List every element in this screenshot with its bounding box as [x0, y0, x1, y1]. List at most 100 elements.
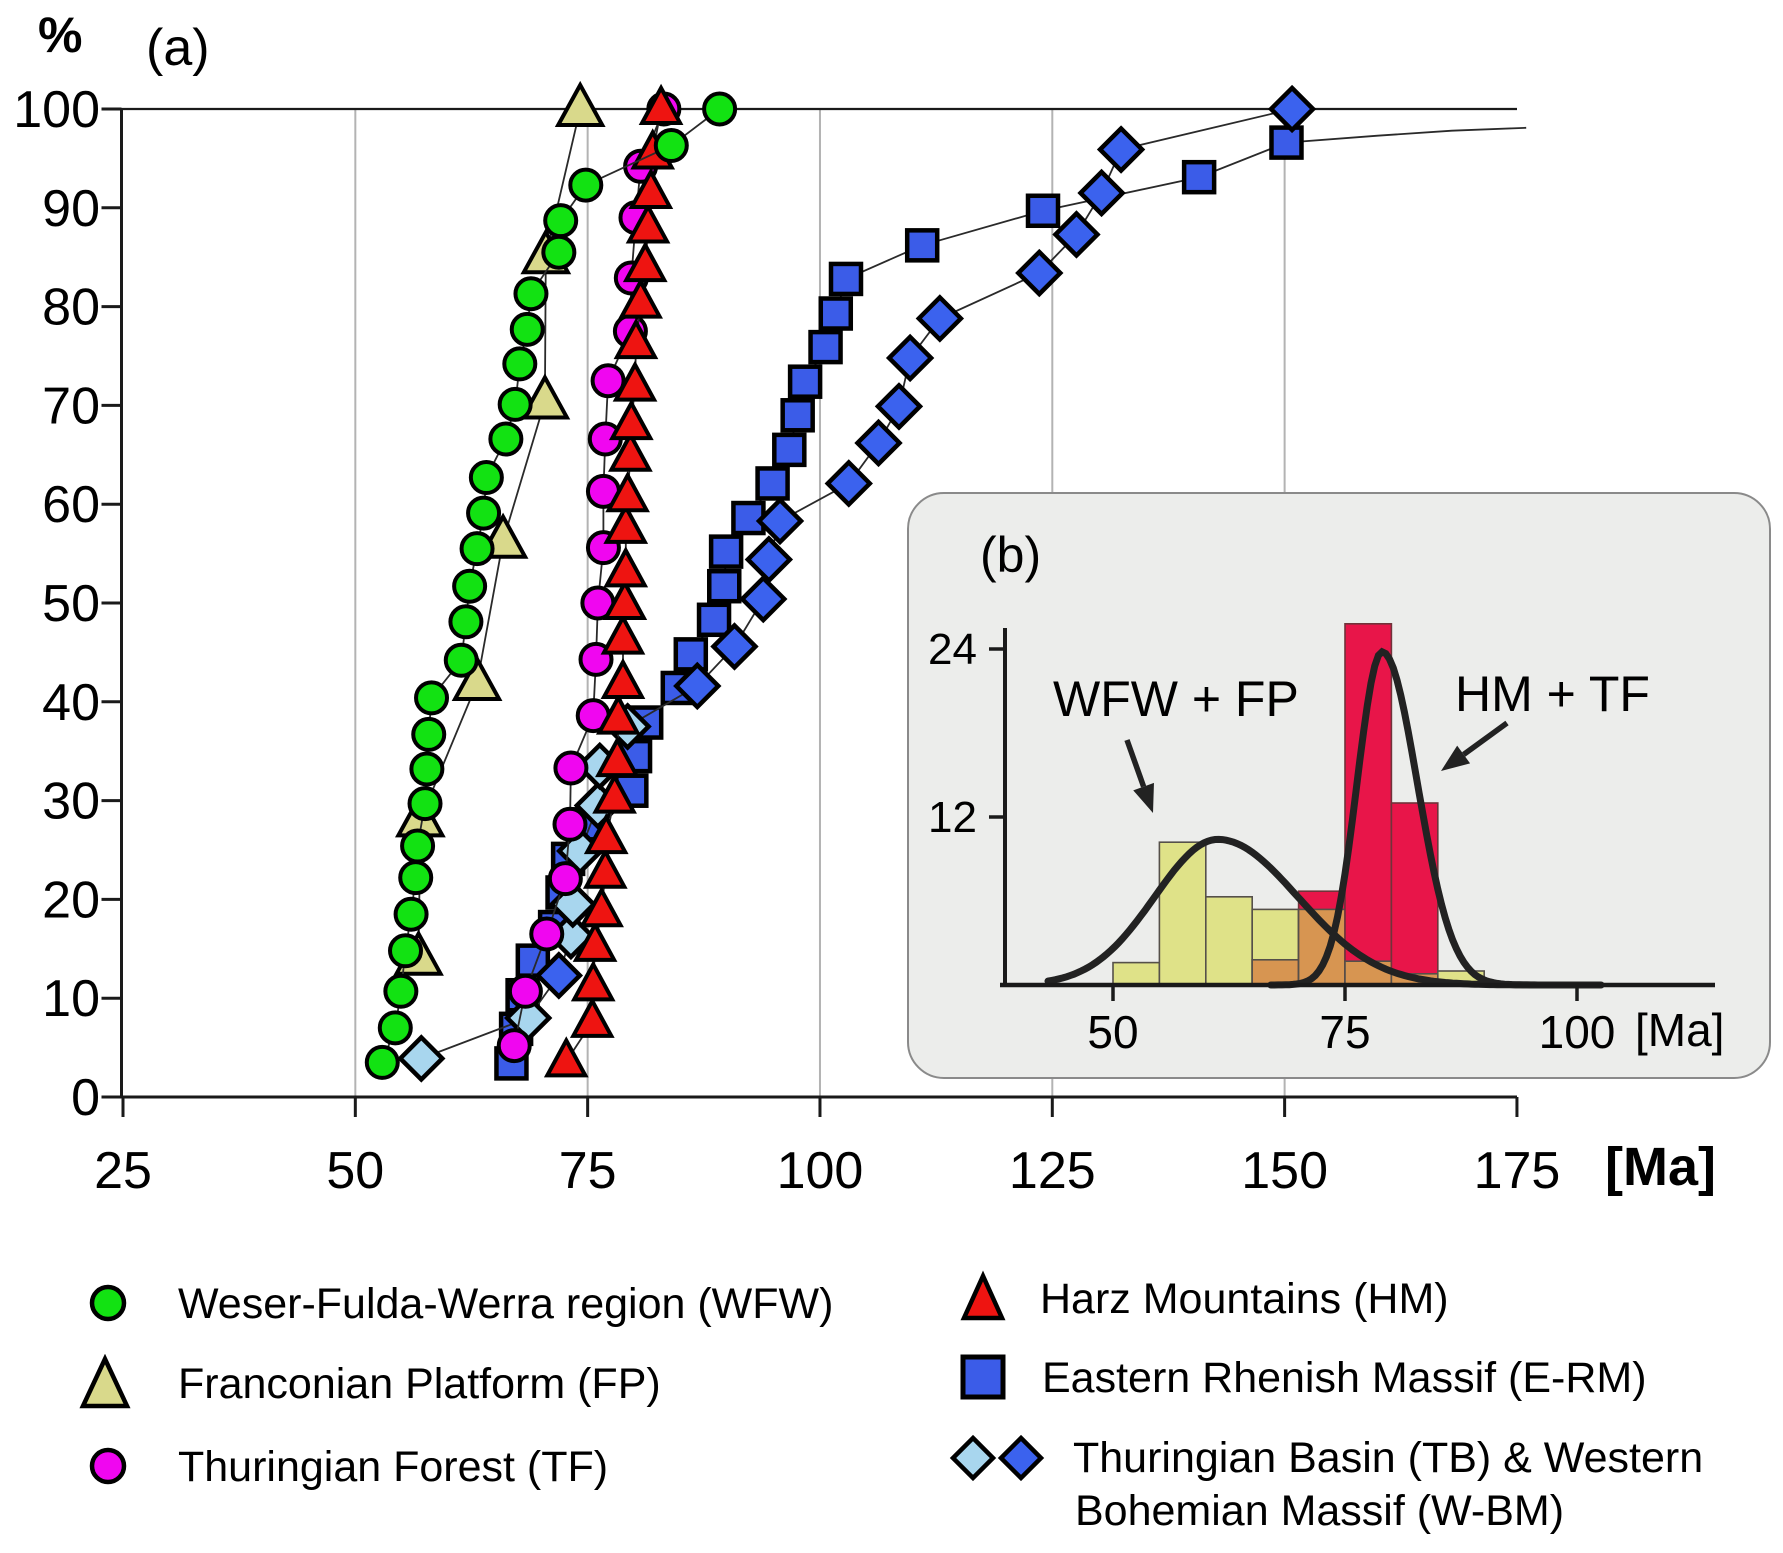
- data-point: [377, 1010, 413, 1046]
- series-tb_wbm: [397, 84, 1317, 1083]
- data-point: [509, 311, 545, 347]
- data-point: [824, 459, 873, 508]
- data-point: [547, 861, 583, 897]
- data-point: [828, 261, 864, 297]
- data-point: [466, 495, 502, 531]
- data-point: [608, 430, 653, 472]
- data-point: [673, 637, 709, 672]
- data-point: [579, 886, 624, 928]
- data-point: [653, 128, 689, 164]
- tick-label: 40: [42, 674, 100, 732]
- series-wfw: [364, 91, 738, 1080]
- inset-annotation-hm-tf: HM + TF: [1455, 666, 1650, 722]
- data-point: [702, 91, 738, 127]
- data-point: [543, 1036, 589, 1078]
- hist-bar-wfw-fp: [1158, 841, 1207, 986]
- hist-bar-hm-tf: [1390, 802, 1439, 986]
- data-point: [710, 622, 759, 671]
- data-point: [608, 398, 654, 441]
- tf-circle-icon: [89, 1447, 127, 1485]
- tick-label: 125: [1009, 1142, 1096, 1200]
- data-point: [468, 460, 504, 496]
- tick-label: 60: [42, 476, 100, 534]
- data-point: [409, 751, 445, 787]
- tick-label: 100: [13, 81, 100, 139]
- data-point: [772, 432, 807, 468]
- tick-label: 70: [42, 377, 100, 435]
- hist-bar-wfw-fp: [1112, 961, 1161, 986]
- x-axis-unit-label: [Ma]: [1605, 1137, 1716, 1197]
- data-point: [411, 716, 447, 752]
- wfw-circle-icon: [89, 1284, 127, 1322]
- tick-label: 150: [1241, 1142, 1328, 1200]
- data-point: [400, 828, 436, 864]
- data-point: [780, 398, 815, 433]
- legend-label-tf: Thuringian Forest (TF): [178, 1443, 609, 1491]
- data-point: [543, 203, 579, 239]
- data-point: [534, 951, 584, 1000]
- data-point: [388, 933, 424, 969]
- data-point: [818, 296, 854, 331]
- hm-triangle-icon: [960, 1270, 1006, 1321]
- data-point: [393, 896, 429, 932]
- data-point: [553, 750, 589, 786]
- tick-label: 25: [94, 1142, 152, 1200]
- data-point: [488, 421, 524, 457]
- data-point: [628, 167, 674, 209]
- data-point: [622, 240, 668, 283]
- tick-label: 30: [42, 773, 100, 831]
- annotation-arrow: [1462, 720, 1509, 757]
- data-point: [1181, 159, 1217, 195]
- data-point: [459, 531, 495, 567]
- tick-label: 10: [42, 970, 100, 1028]
- data-point: [569, 996, 615, 1038]
- data-point: [874, 382, 924, 431]
- legend-label-hm: Harz Mountains (HM): [1040, 1275, 1449, 1323]
- data-point: [904, 228, 940, 263]
- data-point: [592, 772, 637, 814]
- legend-label-erm: Eastern Rhenish Massif (E-RM): [1042, 1354, 1647, 1402]
- data-point: [570, 960, 616, 1002]
- data-point: [443, 642, 479, 678]
- data-point: [618, 277, 663, 319]
- data-point: [1269, 125, 1304, 160]
- data-point: [613, 317, 659, 360]
- inset-x-unit-label: [Ma]: [1635, 1004, 1725, 1056]
- data-point: [513, 276, 549, 312]
- data-point: [1025, 193, 1061, 229]
- data-point: [744, 535, 794, 584]
- data-point: [568, 167, 604, 203]
- data-point: [808, 329, 843, 365]
- data-point: [787, 364, 823, 399]
- data-point: [605, 471, 650, 513]
- data-point: [398, 860, 434, 896]
- data-point: [582, 847, 628, 889]
- data-point: [1096, 125, 1146, 174]
- legend-label-tb-wbm: Thuringian Basin (TB) & Western Bohemian …: [1073, 1434, 1704, 1535]
- data-point: [1077, 168, 1126, 218]
- data-point: [885, 333, 935, 383]
- data-point: [625, 202, 671, 244]
- data-point: [554, 80, 606, 127]
- data-point: [696, 602, 732, 638]
- legend-label-fp: Franconian Platform (FP): [178, 1360, 661, 1408]
- tick-label: 20: [42, 871, 100, 929]
- data-point: [708, 534, 744, 569]
- tick-label: 12: [928, 793, 977, 842]
- data-point: [854, 418, 903, 468]
- data-point: [603, 546, 649, 588]
- data-point: [496, 1028, 532, 1064]
- data-point: [612, 360, 658, 402]
- annotation-arrowhead: [1441, 745, 1471, 771]
- data-point: [755, 496, 805, 546]
- data-point: [915, 294, 965, 343]
- data-point: [519, 373, 571, 420]
- data-point: [600, 613, 646, 655]
- data-point: [552, 806, 588, 842]
- data-point: [583, 812, 629, 855]
- legend-label-wfw: Weser-Fulda-Werra region (WFW): [178, 1280, 834, 1328]
- data-point: [739, 574, 788, 624]
- data-point: [529, 916, 565, 952]
- data-point: [595, 693, 641, 735]
